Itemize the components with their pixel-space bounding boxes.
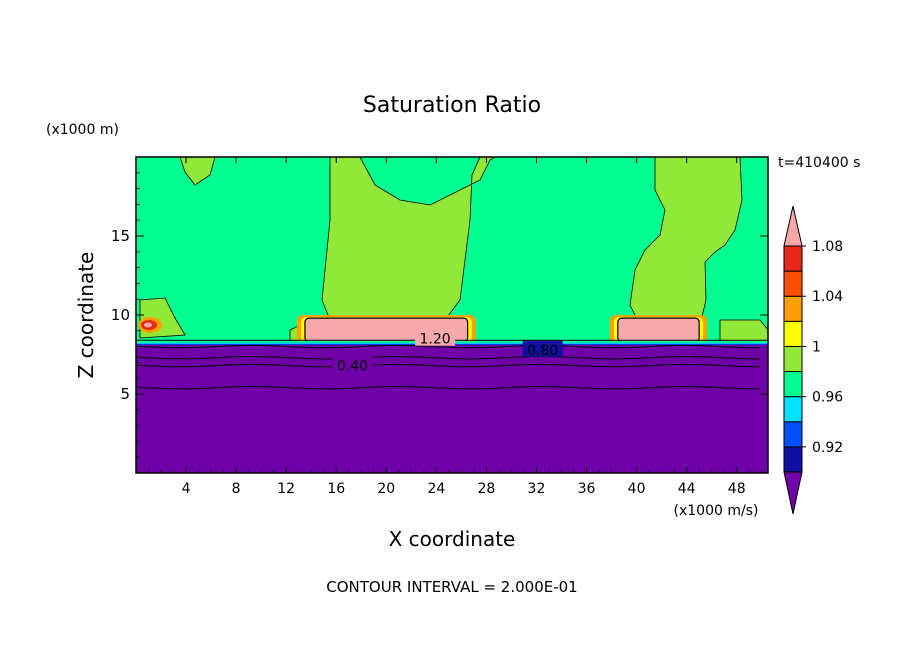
x-tick-label: 40 [628,481,646,497]
plot-area [136,157,768,473]
contour-label: 0.80 [527,343,558,359]
x-tick-label: 16 [327,481,345,497]
edge-patch [144,322,152,328]
colorbar-label: 1.08 [812,239,843,255]
x-axis-title: X coordinate [389,527,516,551]
contour-label-bg [332,356,373,373]
x-tick-label: 28 [478,481,496,497]
colorbar-segment [783,446,803,473]
y-unit-label: (x1000 m) [46,122,119,138]
colorbar-segment [783,245,803,272]
colorbar-segment [783,295,803,322]
time-label: t=410400 s [778,155,860,171]
cloud-core-supersaturated [617,317,700,343]
colorbar-label: 0.92 [812,440,843,456]
colorbar-upper-extension [783,205,803,247]
plume-region [179,157,216,186]
y-tick-label: 5 [120,385,130,403]
colorbar-segment [783,371,803,398]
y-tick-label: 10 [111,306,130,324]
colorbar-lower-extension [783,471,803,515]
contour-label-bg [415,329,456,346]
x-axis: 4 8 12 16 20 24 28 32 36 40 44 48 [148,157,763,497]
contour-line [136,385,761,390]
y-tick-label: 15 [111,227,130,245]
x-tick-label: 8 [232,481,241,497]
contour-label: 1.20 [420,332,451,348]
contour-line [136,344,761,349]
colorbar-segment [783,421,803,448]
x-tick-label: 36 [578,481,596,497]
plume-region [321,157,496,323]
x-tick-label: 24 [427,481,445,497]
contour-interval-footer: CONTOUR INTERVAL = 2.000E-01 [326,578,577,596]
y-axis: 5 10 15 [111,172,768,458]
x-tick-label: 12 [277,481,295,497]
colorbar-segment [783,345,803,373]
contour-label: 0.40 [337,359,368,375]
contour-labels: 1.20 0.80 0.40 [332,329,563,375]
plume-region [719,319,768,343]
x-tick-label: 20 [377,481,395,497]
chart-title: Saturation Ratio [363,93,541,118]
colorbar-segment [783,320,803,347]
x-tick-label: 48 [728,481,746,497]
contour-label-bg [522,340,563,357]
x-unit-label: (x1000 m/s) [674,503,759,519]
x-tick-label: 44 [678,481,696,497]
contour-line [136,355,761,360]
colorbar-segment [783,270,803,297]
colorbar: 0.92 0.96 1 1.04 1.08 [783,205,843,515]
y-axis-title: Z coordinate [74,252,98,379]
contour-line [136,363,761,368]
colorbar-label: 1.04 [812,289,843,305]
x-tick-label: 32 [528,481,546,497]
colorbar-label: 0.96 [812,390,843,406]
x-tick-label: 4 [182,481,191,497]
colorbar-label: 1 [812,339,821,355]
colorbar-segment [783,396,803,423]
